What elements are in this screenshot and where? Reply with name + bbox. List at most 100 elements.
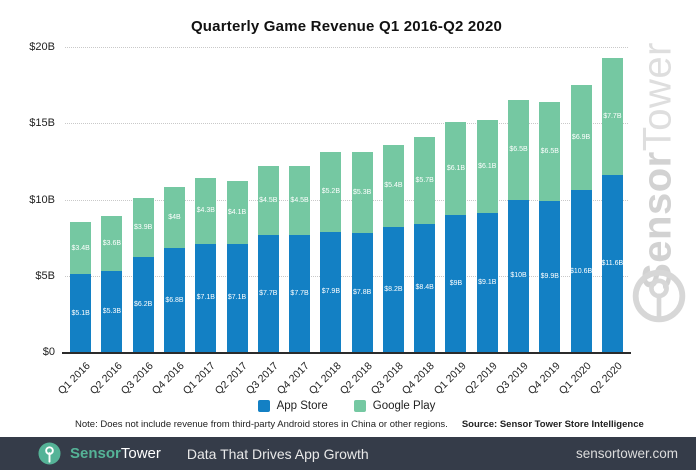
y-tick-label: $15B bbox=[29, 117, 55, 130]
gridline bbox=[65, 275, 628, 277]
chart-legend: App Store Google Play bbox=[65, 400, 628, 412]
x-tick-label: Q4 2018 bbox=[400, 360, 438, 397]
bar-value-label: $6.8B bbox=[165, 296, 184, 304]
bar-segment-google-play: $5.4B bbox=[382, 144, 404, 227]
bar-value-label: $5.3B bbox=[352, 189, 372, 197]
x-tick-label: Q3 2017 bbox=[243, 360, 281, 397]
bar-segment-app-store: $8.2B bbox=[382, 226, 404, 352]
bar-segment-app-store: $9.9B bbox=[539, 201, 561, 352]
bar-segment-google-play: $6.1B bbox=[476, 120, 498, 214]
gridline bbox=[65, 199, 628, 201]
bar-segment-google-play: $6.5B bbox=[539, 101, 561, 202]
footer-brand-first: Sensor bbox=[70, 445, 121, 462]
bar-value-label: $6.5B bbox=[509, 146, 528, 154]
bar-value-label: $10.6B bbox=[569, 267, 593, 275]
footer-brand-second: Tower bbox=[120, 445, 161, 462]
bar-segment-google-play: $3.4B bbox=[70, 222, 92, 275]
x-tick-label: Q3 2018 bbox=[368, 360, 406, 397]
bar-value-label: $5.1B bbox=[71, 309, 90, 317]
bar-segment-app-store: $7.1B bbox=[226, 243, 248, 352]
bar-value-label: $6.2B bbox=[134, 301, 153, 309]
gridline bbox=[65, 123, 628, 125]
bar-value-label: $3.6B bbox=[102, 240, 122, 248]
x-tick-label: Q2 2020 bbox=[587, 360, 625, 397]
bar-segment-app-store: $8.4B bbox=[414, 223, 436, 352]
source-text: Source: Sensor Tower Store Intelligence bbox=[461, 419, 644, 430]
bar-segment-google-play: $4.3B bbox=[195, 178, 217, 244]
bar-value-label: $7.7B bbox=[290, 289, 309, 297]
bar-value-label: $5.4B bbox=[384, 182, 403, 190]
sensor-tower-logo-icon bbox=[38, 442, 61, 465]
bar-value-label: $4.3B bbox=[196, 207, 215, 215]
bar-value-label: $10B bbox=[510, 272, 527, 280]
bar-value-label: $5.2B bbox=[321, 188, 340, 196]
bar-segment-google-play: $5.3B bbox=[351, 152, 373, 234]
bar-segment-google-play: $4.5B bbox=[257, 165, 279, 235]
bar-value-label: $6.5B bbox=[540, 147, 559, 155]
bar-value-label: $3.9B bbox=[134, 224, 153, 232]
footer-bar: SensorTower Data That Drives App Growth … bbox=[0, 437, 696, 470]
bar-segment-app-store: $10B bbox=[508, 199, 530, 352]
bar-value-label: $8.4B bbox=[415, 284, 434, 292]
bar-value-label: $5.7B bbox=[415, 176, 434, 184]
bar-value-label: $8.2B bbox=[384, 285, 403, 293]
footer-tagline: Data That Drives App Growth bbox=[186, 445, 369, 462]
legend-swatch-icon bbox=[257, 400, 270, 412]
bar-value-label: $11.6B bbox=[601, 260, 624, 268]
bar-value-label: $6.1B bbox=[478, 163, 497, 171]
bar-segment-app-store: $7.8B bbox=[351, 233, 373, 352]
bar-segment-app-store: $7.7B bbox=[257, 234, 279, 352]
bar-segment-app-store: $5.1B bbox=[70, 274, 92, 352]
bar-segment-google-play: $6.1B bbox=[445, 121, 467, 215]
x-tick-label: Q2 2016 bbox=[87, 360, 125, 397]
note-text: Note: Does not include revenue from thir… bbox=[75, 419, 448, 430]
bar-segment-app-store: $7.9B bbox=[320, 231, 342, 352]
bar-segment-app-store: $7.7B bbox=[289, 234, 311, 352]
bar-value-label: $3.4B bbox=[71, 244, 90, 252]
x-axis-line bbox=[62, 352, 631, 354]
gridline bbox=[65, 47, 628, 48]
bar-segment-app-store: $6.2B bbox=[132, 257, 154, 352]
sensor-tower-watermark-logo-icon bbox=[632, 269, 686, 323]
x-tick-label: Q1 2018 bbox=[306, 360, 344, 397]
bar-segment-google-play: $4.5B bbox=[289, 165, 311, 235]
x-tick-label: Q1 2020 bbox=[556, 360, 594, 397]
x-tick-label: Q2 2019 bbox=[462, 360, 500, 397]
bar-segment-app-store: $9.1B bbox=[476, 213, 498, 352]
bar-segment-google-play: $3.6B bbox=[101, 216, 123, 272]
bar-value-label: $4.1B bbox=[227, 208, 247, 216]
footer-website: sensortower.com bbox=[575, 446, 678, 461]
legend-swatch-icon bbox=[353, 400, 366, 412]
bar-value-label: $4.5B bbox=[259, 196, 278, 204]
bar-segment-google-play: $6.5B bbox=[508, 100, 530, 200]
x-tick-label: Q3 2019 bbox=[494, 360, 532, 397]
x-tick-label: Q4 2016 bbox=[149, 360, 187, 397]
bar-segment-app-store: $7.1B bbox=[195, 243, 217, 352]
note-row: Note: Does not include revenue from thir… bbox=[75, 419, 644, 430]
legend-label: Google Play bbox=[372, 400, 436, 412]
x-tick-label: Q2 2017 bbox=[212, 360, 250, 397]
legend-item: Google Play bbox=[353, 400, 436, 412]
bar-value-label: $7.7B bbox=[603, 112, 622, 120]
bar-segment-google-play: $7.7B bbox=[601, 57, 623, 176]
x-tick-label: Q4 2019 bbox=[525, 360, 563, 397]
bar-value-label: $7.1B bbox=[196, 294, 215, 302]
y-tick-label: $5B bbox=[35, 269, 55, 282]
x-tick-label: Q2 2018 bbox=[337, 360, 375, 397]
bar-segment-app-store: $11.6B bbox=[602, 175, 623, 352]
bar-segment-google-play: $5.2B bbox=[320, 152, 342, 232]
bar-segment-google-play: $3.9B bbox=[132, 197, 154, 258]
bar-segment-google-play: $4B bbox=[163, 187, 185, 249]
bar-value-label: $9B bbox=[449, 279, 463, 287]
x-tick-label: Q1 2019 bbox=[431, 360, 469, 397]
footer-brand: SensorTower bbox=[70, 445, 161, 462]
x-tick-label: Q1 2017 bbox=[181, 360, 219, 397]
watermark-brand-second: Tower bbox=[635, 42, 680, 152]
bar-segment-app-store: $6.8B bbox=[163, 248, 185, 352]
x-tick-label: Q1 2016 bbox=[56, 360, 94, 397]
watermark-brand: SensorTower bbox=[636, 42, 681, 290]
bar-segment-google-play: $4.1B bbox=[226, 181, 248, 244]
bar-value-label: $7.7B bbox=[259, 289, 278, 297]
